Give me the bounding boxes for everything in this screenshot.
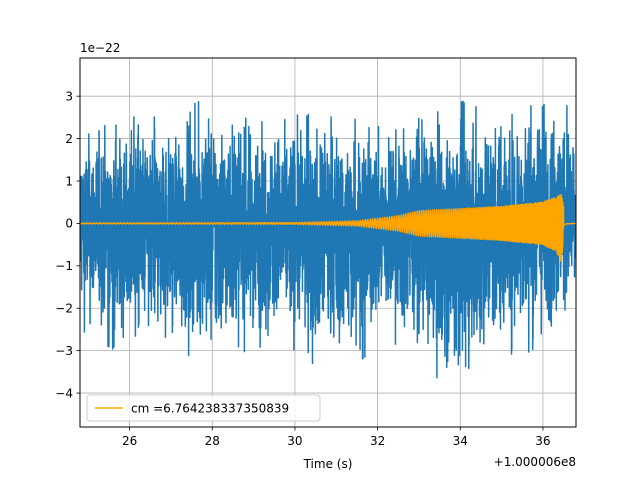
y-tick-label: −4 <box>55 386 73 400</box>
y-axis-ticks: −4 −3 −2 −1 0 1 2 3 <box>55 89 80 400</box>
x-tick-label: 36 <box>535 434 550 448</box>
y-tick-label: 3 <box>65 89 73 103</box>
x-axis-label: Time (s) <box>303 457 353 471</box>
legend-label-chirp: cm =6.764238337350839 <box>131 402 289 416</box>
x-tick-label: 30 <box>287 434 302 448</box>
series-line-chirp <box>80 194 576 262</box>
y-tick-label: 1 <box>65 174 73 188</box>
x-tick-label: 32 <box>370 434 385 448</box>
y-tick-label: −1 <box>55 259 73 273</box>
plot-area <box>80 100 576 379</box>
y-tick-label: −2 <box>55 302 73 316</box>
legend: cm =6.764238337350839 <box>86 394 321 422</box>
y-scale-label: 1e−22 <box>80 41 120 55</box>
y-tick-label: −3 <box>55 344 73 358</box>
legend-box <box>86 394 321 422</box>
x-tick-label: 28 <box>205 434 220 448</box>
axes-frame <box>79 57 577 428</box>
x-offset-label: +1.000006e8 <box>494 455 576 469</box>
series-line-noise <box>80 100 576 379</box>
x-axis-ticks: 26 28 30 32 34 36 <box>122 427 551 448</box>
y-tick-label: 0 <box>65 217 73 231</box>
y-tick-label: 2 <box>65 132 73 146</box>
x-tick-label: 34 <box>453 434 468 448</box>
x-tick-label: 26 <box>122 434 137 448</box>
